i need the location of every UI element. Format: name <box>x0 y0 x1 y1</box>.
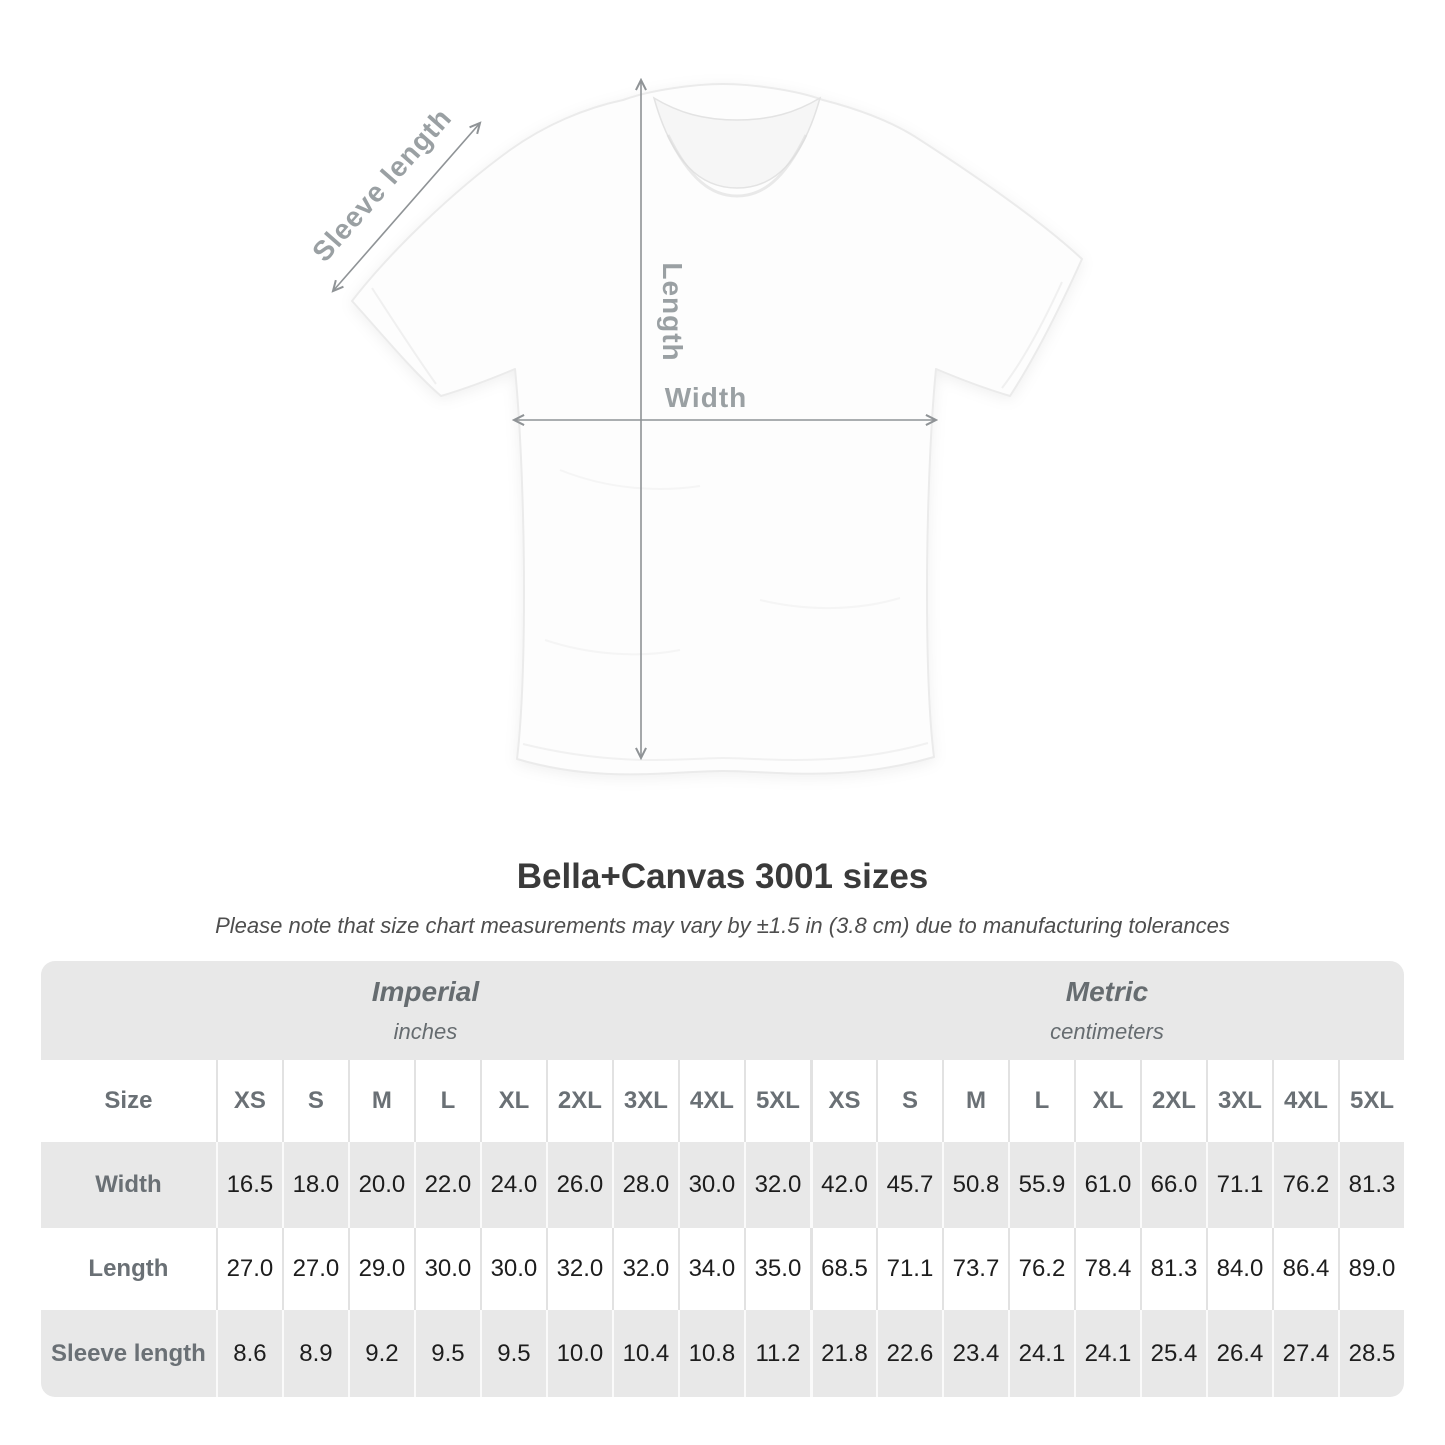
measurement-value: 30.0 <box>413 1228 480 1310</box>
size-col-header: XS <box>215 1060 282 1142</box>
tshirt-measurement-diagram: Sleeve length Length Width <box>306 0 1083 776</box>
size-col-header: M <box>347 1060 414 1142</box>
size-col-header: 4XL <box>1271 1060 1338 1142</box>
measurement-value: 22.6 <box>875 1310 942 1397</box>
measurement-value: 22.0 <box>413 1142 480 1228</box>
measurement-value: 30.0 <box>677 1142 744 1228</box>
page-title: Bella+Canvas 3001 sizes <box>516 857 929 896</box>
size-col-header: S <box>281 1060 348 1142</box>
size-col-header: M <box>941 1060 1008 1142</box>
measurement-value: 73.7 <box>941 1228 1008 1310</box>
row-label: Length <box>88 1255 169 1282</box>
size-col-header: XL <box>1073 1060 1140 1142</box>
measurement-value: 50.8 <box>941 1142 1008 1228</box>
sleeve-length-row: Sleeve length 8.6 8.9 9.2 9.5 9.5 10.0 1… <box>40 1310 1405 1397</box>
size-col-header: 2XL <box>1139 1060 1206 1142</box>
measurement-value: 11.2 <box>743 1310 810 1397</box>
measurement-value: 9.2 <box>347 1310 414 1397</box>
measurement-value: 81.3 <box>1139 1228 1206 1310</box>
measurement-value: 30.0 <box>479 1228 546 1310</box>
length-row: Length 27.0 27.0 29.0 30.0 30.0 32.0 32.… <box>40 1228 1405 1310</box>
size-chart-table: Imperial inches Metric centimeters Size … <box>40 961 1405 1397</box>
measurement-value: 86.4 <box>1271 1228 1338 1310</box>
size-col-header: 5XL <box>743 1060 810 1142</box>
measurement-value: 32.0 <box>611 1228 678 1310</box>
size-col-header: XS <box>809 1060 876 1142</box>
row-label: Width <box>95 1171 162 1198</box>
measurement-value: 26.0 <box>545 1142 612 1228</box>
measurement-value: 24.0 <box>479 1142 546 1228</box>
imperial-section-header: Imperial inches <box>40 961 810 1060</box>
size-col-header: L <box>1007 1060 1074 1142</box>
size-col-header: 3XL <box>611 1060 678 1142</box>
measurement-value: 89.0 <box>1337 1228 1404 1310</box>
measurement-value: 71.1 <box>875 1228 942 1310</box>
measurement-value: 61.0 <box>1073 1142 1140 1228</box>
size-col-header: 5XL <box>1337 1060 1404 1142</box>
measurement-value: 26.4 <box>1205 1310 1272 1397</box>
metric-section-label: Metric <box>1065 976 1149 1007</box>
imperial-section-unit: inches <box>393 1019 458 1044</box>
size-col-header: S <box>875 1060 942 1142</box>
measurement-value: 9.5 <box>413 1310 480 1397</box>
measurement-value: 10.8 <box>677 1310 744 1397</box>
measurement-value: 27.4 <box>1271 1310 1338 1397</box>
measurement-value: 42.0 <box>809 1142 876 1228</box>
sleeve-length-arrow <box>333 123 480 291</box>
measurement-value: 66.0 <box>1139 1142 1206 1228</box>
size-col-header: XL <box>479 1060 546 1142</box>
size-header-row: Size XS S M L XL 2XL 3XL 4XL 5XL XS S M … <box>40 1060 1405 1142</box>
measurement-value: 76.2 <box>1007 1228 1074 1310</box>
measurement-value: 84.0 <box>1205 1228 1272 1310</box>
tshirt-photo <box>351 83 1083 776</box>
measurement-value: 45.7 <box>875 1142 942 1228</box>
measurement-value: 71.1 <box>1205 1142 1272 1228</box>
measurement-value: 27.0 <box>281 1228 348 1310</box>
measurement-value: 10.0 <box>545 1310 612 1397</box>
metric-section-unit: centimeters <box>1050 1019 1164 1044</box>
metric-section-header: Metric centimeters <box>809 961 1405 1060</box>
row-label: Sleeve length <box>51 1339 206 1367</box>
measurement-value: 32.0 <box>743 1142 810 1228</box>
measurement-value: 28.0 <box>611 1142 678 1228</box>
measurement-value: 29.0 <box>347 1228 414 1310</box>
measurement-value: 9.5 <box>479 1310 546 1397</box>
tolerance-note: Please note that size chart measurements… <box>215 913 1230 938</box>
size-col-header: L <box>413 1060 480 1142</box>
measurement-value: 55.9 <box>1007 1142 1074 1228</box>
measurement-value: 8.9 <box>281 1310 348 1397</box>
measurement-value: 27.0 <box>215 1228 282 1310</box>
measurement-value: 18.0 <box>281 1142 348 1228</box>
tshirt-diagram-canvas: Sleeve length Length Width <box>306 0 1083 776</box>
measurement-value: 68.5 <box>809 1228 876 1310</box>
measurement-value: 34.0 <box>677 1228 744 1310</box>
imperial-section-label: Imperial <box>371 976 480 1007</box>
measurement-value: 24.1 <box>1007 1310 1074 1397</box>
measurement-value: 32.0 <box>545 1228 612 1310</box>
size-col-header: 3XL <box>1205 1060 1272 1142</box>
measurement-value: 23.4 <box>941 1310 1008 1397</box>
measurement-value: 35.0 <box>743 1228 810 1310</box>
size-col-header: 4XL <box>677 1060 744 1142</box>
size-col-header: 2XL <box>545 1060 612 1142</box>
length-label: Length <box>657 262 688 361</box>
width-row: Width 16.5 18.0 20.0 22.0 24.0 26.0 28.0… <box>40 1142 1405 1228</box>
measurement-value: 78.4 <box>1073 1228 1140 1310</box>
measurement-value: 20.0 <box>347 1142 414 1228</box>
measurement-value: 76.2 <box>1271 1142 1338 1228</box>
measurement-value: 8.6 <box>215 1310 282 1397</box>
size-header-label: Size <box>104 1087 153 1114</box>
measurement-value: 28.5 <box>1337 1310 1404 1397</box>
measurement-value: 24.1 <box>1073 1310 1140 1397</box>
measurement-value: 16.5 <box>215 1142 282 1228</box>
measurement-value: 25.4 <box>1139 1310 1206 1397</box>
width-label: Width <box>665 382 748 413</box>
measurement-value: 10.4 <box>611 1310 678 1397</box>
measurement-value: 81.3 <box>1337 1142 1404 1228</box>
measurement-value: 21.8 <box>809 1310 876 1397</box>
unit-section-band: Imperial inches Metric centimeters <box>40 961 1405 1060</box>
